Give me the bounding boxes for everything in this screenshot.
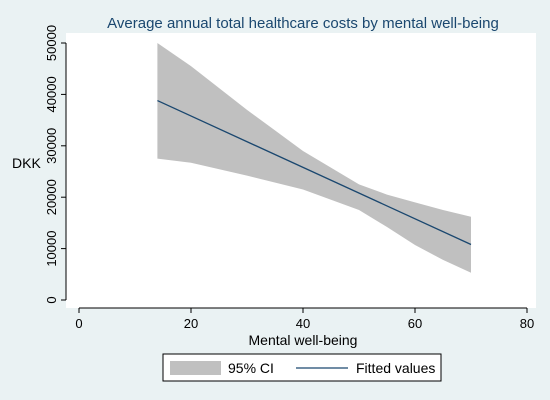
- x-tick-label: 0: [75, 316, 82, 331]
- y-axis-title: DKK: [12, 155, 41, 171]
- x-axis-title: Mental well-being: [249, 332, 358, 348]
- legend-label-fitted: Fitted values: [356, 360, 435, 376]
- x-tick-label: 60: [408, 316, 422, 331]
- ci-band-layer: [157, 43, 471, 273]
- legend-label-ci: 95% CI: [228, 360, 274, 376]
- chart-title: Average annual total healthcare costs by…: [107, 15, 499, 32]
- y-tick-label: 50000: [44, 25, 59, 61]
- y-tick-label: 0: [44, 296, 59, 303]
- ci-band: [157, 43, 471, 273]
- legend-swatch-ci: [170, 361, 221, 375]
- x-tick-label: 40: [296, 316, 310, 331]
- fitted-line: [157, 99, 472, 246]
- axes: 0 10000 20000 30000 40000 50000 0 20 40 60 80: [44, 25, 534, 331]
- x-tick-label: 80: [520, 316, 534, 331]
- y-tick-label: 40000: [44, 76, 59, 112]
- fitted-line-layer: [157, 99, 472, 246]
- y-tick-label: 30000: [44, 128, 59, 164]
- y-tick-label: 10000: [44, 231, 59, 267]
- y-tick-label: 20000: [44, 179, 59, 215]
- x-tick-label: 20: [184, 316, 198, 331]
- legend: 95% CI Fitted values: [162, 353, 442, 382]
